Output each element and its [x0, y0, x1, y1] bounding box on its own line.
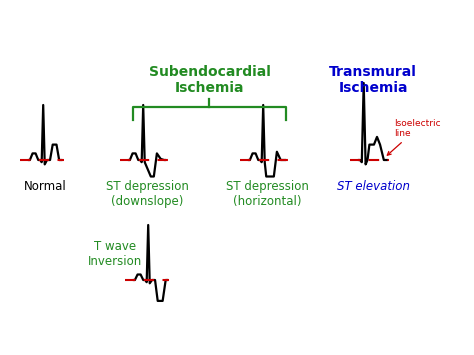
- Text: Subendocardial
Ischemia: Subendocardial Ischemia: [148, 65, 271, 95]
- Text: ST elevation: ST elevation: [337, 180, 410, 193]
- Text: T wave
Inversion: T wave Inversion: [88, 240, 142, 268]
- Text: Transmural
Ischemia: Transmural Ischemia: [329, 65, 417, 95]
- Text: Isoelectric
line: Isoelectric line: [387, 119, 441, 155]
- Text: ST depression
(downslope): ST depression (downslope): [106, 180, 189, 208]
- Text: Normal: Normal: [24, 180, 66, 193]
- Text: ST depression
(horizontal): ST depression (horizontal): [226, 180, 309, 208]
